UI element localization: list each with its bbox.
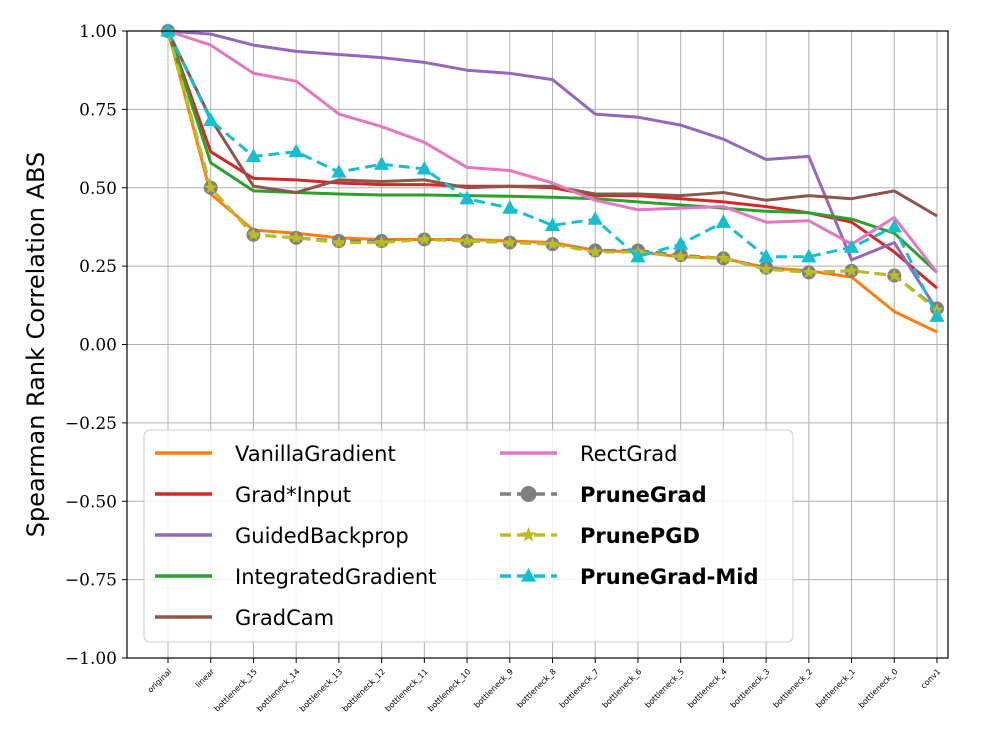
legend-entry-guidedbackprop: GuidedBackprop xyxy=(155,524,409,548)
data-point xyxy=(674,249,688,263)
data-point xyxy=(630,248,646,263)
y-axis-label: Spearman Rank Correlation ABS xyxy=(22,152,50,538)
series-line xyxy=(167,29,939,274)
legend-entry-integratedgradient: IntegratedGradient xyxy=(155,565,436,589)
x-tick-label: bottleneck_10 xyxy=(426,667,472,713)
y-tick-label: 0.25 xyxy=(79,257,117,277)
series-guidedbackprop xyxy=(167,29,939,311)
x-tick-label: bottleneck_6 xyxy=(601,667,644,710)
y-tick-label: 0.00 xyxy=(79,336,117,356)
data-point xyxy=(204,180,218,194)
legend-label: VanillaGradient xyxy=(235,442,396,466)
legend-entry-prunegrad: PruneGrad xyxy=(500,483,707,507)
series-rectgrad xyxy=(167,29,939,274)
x-tick-label: conv1 xyxy=(919,667,942,690)
series-layer xyxy=(160,23,945,334)
data-point xyxy=(587,211,603,225)
data-point xyxy=(289,230,303,244)
x-tick-label: bottleneck_2 xyxy=(771,667,814,710)
data-point xyxy=(203,112,219,126)
x-tick-label: bottleneck_3 xyxy=(729,667,772,710)
data-point xyxy=(843,239,860,253)
data-point xyxy=(715,214,731,228)
legend-entry-prunepgd: PrunePGD xyxy=(500,524,700,548)
data-point xyxy=(245,148,262,162)
legend-box xyxy=(143,429,794,643)
legend-label: PruneGrad xyxy=(580,483,707,507)
data-point xyxy=(844,263,859,277)
legend-marker xyxy=(520,527,537,542)
y-tick-label: 1.00 xyxy=(79,22,117,42)
data-point xyxy=(332,235,346,249)
data-point xyxy=(886,218,902,233)
legend-label: IntegratedGradient xyxy=(235,565,436,589)
data-point xyxy=(160,23,176,37)
data-point xyxy=(503,235,517,249)
legend-marker xyxy=(520,568,537,582)
data-point xyxy=(588,245,602,258)
data-point xyxy=(246,227,261,241)
x-axis: original linearbottleneck_15bottleneck_14… xyxy=(146,658,942,713)
legend-label: GradCam xyxy=(235,606,334,630)
data-point xyxy=(374,156,390,170)
x-tick-label: bottleneck_14 xyxy=(255,667,301,713)
y-tick-label: 0.50 xyxy=(79,179,117,199)
data-point xyxy=(887,268,901,282)
data-point xyxy=(416,160,432,175)
x-tick-label: bottleneck_12 xyxy=(341,667,387,713)
data-point xyxy=(758,248,774,263)
series-line xyxy=(167,29,939,311)
y-tick-label: 0.75 xyxy=(79,100,117,120)
y-tick-label: −0.50 xyxy=(65,492,117,512)
x-tick-label: bottleneck_4 xyxy=(686,667,729,710)
data-point xyxy=(759,262,773,275)
series-prunegrad-mid xyxy=(160,23,945,322)
x-tick-label: original xyxy=(146,667,174,695)
x-tick-label: bottleneck_13 xyxy=(298,667,344,713)
legend-entry-prunegrad-mid: PruneGrad-Mid xyxy=(500,565,759,589)
legend-label: GuidedBackprop xyxy=(235,524,409,548)
data-point xyxy=(673,236,689,250)
legend-label: RectGrad xyxy=(580,442,677,466)
y-axis: −1.00 −0.75 −0.50 −0.25 0.00 0.25 0.50 0.75 1.00 xyxy=(65,22,127,669)
y-tick-label: −1.00 xyxy=(65,649,117,669)
data-point xyxy=(716,251,730,264)
legend-label: Grad*Input xyxy=(235,483,351,507)
legend-label: PrunePGD xyxy=(580,524,700,548)
legend-label: PruneGrad-Mid xyxy=(580,565,759,589)
x-tick-label: bottleneck_0 xyxy=(857,667,900,710)
data-point xyxy=(375,235,389,249)
x-tick-label: bottleneck_1 xyxy=(814,667,857,710)
x-tick-label: bottleneck_5 xyxy=(643,667,686,710)
series-gradcam xyxy=(166,30,938,218)
data-point xyxy=(802,265,816,279)
x-tick-label: bottleneck_8 xyxy=(515,667,558,710)
legend: VanillaGradient Grad*Input GuidedBackprop I… xyxy=(143,429,794,643)
y-tick-label: −0.75 xyxy=(65,571,117,591)
x-tick-label: bottleneck_9 xyxy=(472,667,515,710)
legend-marker xyxy=(520,486,537,502)
data-point xyxy=(417,232,431,246)
data-point xyxy=(929,308,945,322)
x-tick-label: linear xyxy=(194,667,217,690)
data-point xyxy=(459,190,475,205)
data-point xyxy=(288,143,304,158)
y-tick-label: −0.25 xyxy=(65,414,117,434)
legend-entry-gradcam: GradCam xyxy=(155,606,334,630)
series-line xyxy=(166,30,938,218)
legend-entry-vanillagradient: VanillaGradient xyxy=(155,442,396,466)
data-point xyxy=(331,164,347,178)
data-point xyxy=(801,248,817,263)
legend-entry-rectgrad: RectGrad xyxy=(500,442,677,466)
x-tick-label: bottleneck_11 xyxy=(383,667,429,713)
x-tick-label: bottleneck_7 xyxy=(558,667,601,710)
data-point xyxy=(545,237,560,250)
x-tick-label: bottleneck_15 xyxy=(212,667,258,713)
data-point xyxy=(502,200,518,214)
data-point xyxy=(460,234,474,247)
data-point xyxy=(544,217,561,231)
legend-entry-grad-input: Grad*Input xyxy=(155,483,351,507)
